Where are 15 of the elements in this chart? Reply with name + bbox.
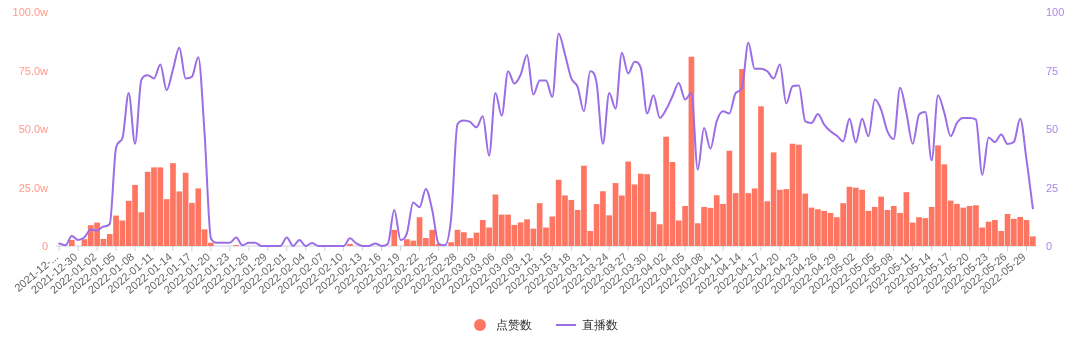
y2-tick-label: 75 xyxy=(1046,64,1059,77)
y2-tick-label: 50 xyxy=(1046,123,1059,135)
bar xyxy=(391,229,398,246)
bar xyxy=(347,243,353,246)
legend-label: 直播数 xyxy=(582,318,618,332)
y-tick-label: 25.0w xyxy=(18,181,49,194)
y-tick-label: 0 xyxy=(41,240,48,252)
y2-tick-label: 0 xyxy=(1046,240,1053,252)
y2-tick-label: 25 xyxy=(1046,181,1059,194)
y-tick-label: 75.0w xyxy=(18,64,49,77)
y-tick-label: 100.0w xyxy=(12,6,49,18)
y-tick-label: 50.0w xyxy=(18,123,49,135)
bar xyxy=(68,239,75,246)
legend-label: 点赞数 xyxy=(496,318,532,332)
y2-tick-label: 100 xyxy=(1046,6,1065,18)
